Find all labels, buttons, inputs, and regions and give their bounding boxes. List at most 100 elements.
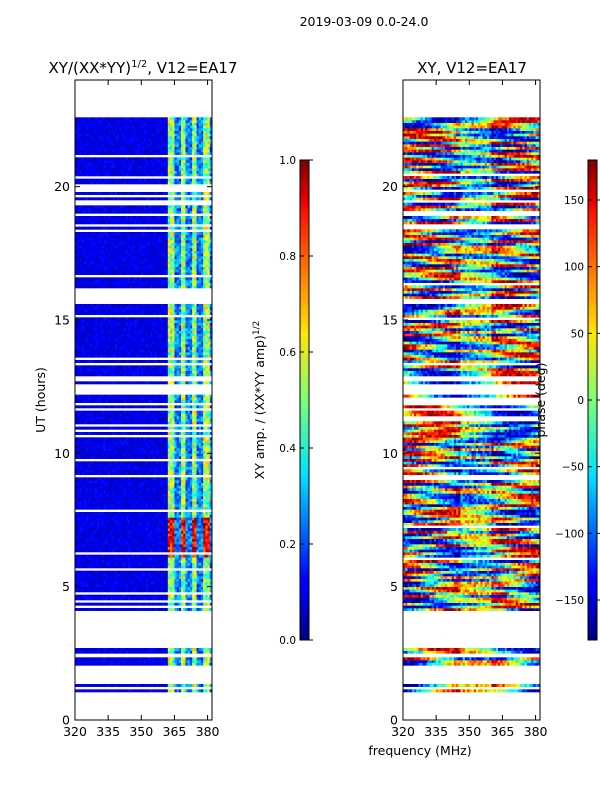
- heatmap-cell: [101, 453, 105, 457]
- heatmap-cell: [130, 514, 133, 518]
- heatmap-cell: [167, 432, 171, 435]
- heatmap-cell: [112, 602, 116, 606]
- heatmap-cell: [132, 549, 136, 553]
- heatmap-cell: [152, 662, 155, 666]
- heatmap-cell: [145, 413, 149, 417]
- heatmap-cell: [119, 477, 122, 481]
- heatmap-cell: [105, 400, 109, 403]
- heatmap-cell: [112, 480, 116, 483]
- heatmap-cell: [192, 546, 195, 550]
- heatmap-cell: [147, 530, 151, 534]
- heatmap-cell: [136, 597, 140, 601]
- heatmap-cell: [92, 689, 96, 693]
- heatmap-cell: [128, 437, 131, 441]
- heatmap-cell: [79, 565, 83, 569]
- heatmap-cell: [194, 662, 197, 666]
- heatmap-cell: [196, 480, 200, 483]
- heatmap-cell: [86, 466, 89, 470]
- heatmap-cell: [207, 576, 211, 579]
- heatmap-cell: [83, 394, 87, 398]
- heatmap-cell: [101, 576, 105, 579]
- heatmap-cell: [209, 544, 212, 547]
- heatmap-cell: [172, 496, 175, 499]
- heatmap-cell: [97, 448, 100, 451]
- heatmap-cell: [145, 381, 149, 385]
- heatmap-cell: [181, 469, 184, 473]
- heatmap-cell: [92, 538, 96, 542]
- heatmap-cell: [97, 565, 100, 569]
- heatmap-cell: [161, 684, 164, 687]
- heatmap-cell: [136, 442, 140, 446]
- heatmap-cell: [101, 488, 105, 491]
- heatmap-cell: [156, 488, 160, 491]
- heatmap-cell: [112, 416, 116, 419]
- heatmap-cell: [198, 421, 202, 425]
- heatmap-cell: [207, 570, 211, 574]
- heatmap-cell: [194, 488, 197, 491]
- heatmap-cell: [200, 365, 204, 369]
- heatmap-cell: [136, 496, 140, 499]
- heatmap-cell: [154, 546, 158, 550]
- heatmap-cell: [81, 589, 85, 593]
- heatmap-cell: [101, 662, 105, 666]
- heatmap-cell: [209, 432, 212, 435]
- heatmap-cell: [116, 370, 120, 374]
- heatmap-cell: [81, 469, 85, 473]
- heatmap-cell: [101, 418, 105, 422]
- heatmap-cell: [112, 469, 116, 473]
- heatmap-cell: [141, 530, 144, 534]
- heatmap-cell: [125, 456, 129, 459]
- heatmap-cell: [207, 517, 211, 521]
- heatmap-cell: [194, 657, 197, 661]
- heatmap-cell: [150, 657, 153, 661]
- heatmap-cell: [194, 445, 197, 449]
- heatmap-cell: [83, 657, 87, 661]
- heatmap-cell: [200, 400, 204, 403]
- heatmap-cell: [165, 504, 169, 507]
- heatmap-cell: [185, 530, 189, 534]
- heatmap-cell: [145, 394, 149, 398]
- heatmap-cell: [92, 373, 96, 377]
- heatmap-cell: [150, 560, 153, 563]
- heatmap-cell: [123, 546, 127, 550]
- heatmap-cell: [187, 660, 191, 663]
- heatmap-cell: [136, 657, 140, 661]
- heatmap-cell: [200, 397, 204, 401]
- heatmap-cell: [99, 496, 102, 499]
- heatmap-cell: [119, 437, 122, 441]
- heatmap-cell: [183, 684, 186, 687]
- heatmap-cell: [132, 416, 136, 419]
- heatmap-cell: [172, 498, 175, 502]
- heatmap-cell: [110, 538, 113, 542]
- heatmap-cell: [79, 464, 83, 467]
- heatmap-cell: [139, 525, 142, 529]
- heatmap-cell: [145, 373, 149, 377]
- heatmap-cell: [158, 405, 162, 409]
- heatmap-cell: [147, 421, 151, 425]
- heatmap-cell: [77, 660, 80, 663]
- heatmap-cell: [114, 650, 118, 654]
- heatmap-cell: [81, 541, 85, 545]
- heatmap-cell: [143, 549, 147, 553]
- heatmap-cell: [130, 450, 133, 454]
- heatmap-cell: [192, 394, 195, 398]
- heatmap-cell: [110, 498, 113, 502]
- heatmap-cell: [154, 485, 158, 489]
- heatmap-cell: [130, 538, 133, 542]
- heatmap-cell: [99, 557, 102, 561]
- heatmap-cell: [167, 496, 171, 499]
- heatmap-cell: [114, 466, 118, 470]
- heatmap-cell: [152, 517, 155, 521]
- heatmap-cell: [145, 440, 149, 443]
- heatmap-cell: [94, 528, 98, 531]
- heatmap-cell: [200, 538, 204, 542]
- heatmap-cell: [90, 536, 94, 539]
- heatmap-cell: [176, 578, 180, 582]
- heatmap-cell: [97, 370, 100, 374]
- heatmap-cell: [121, 490, 125, 494]
- heatmap-cell: [90, 594, 94, 598]
- heatmap-cell: [154, 549, 158, 553]
- heatmap-cell: [209, 594, 212, 598]
- heatmap-cell: [183, 657, 186, 661]
- heatmap-cell: [196, 506, 200, 510]
